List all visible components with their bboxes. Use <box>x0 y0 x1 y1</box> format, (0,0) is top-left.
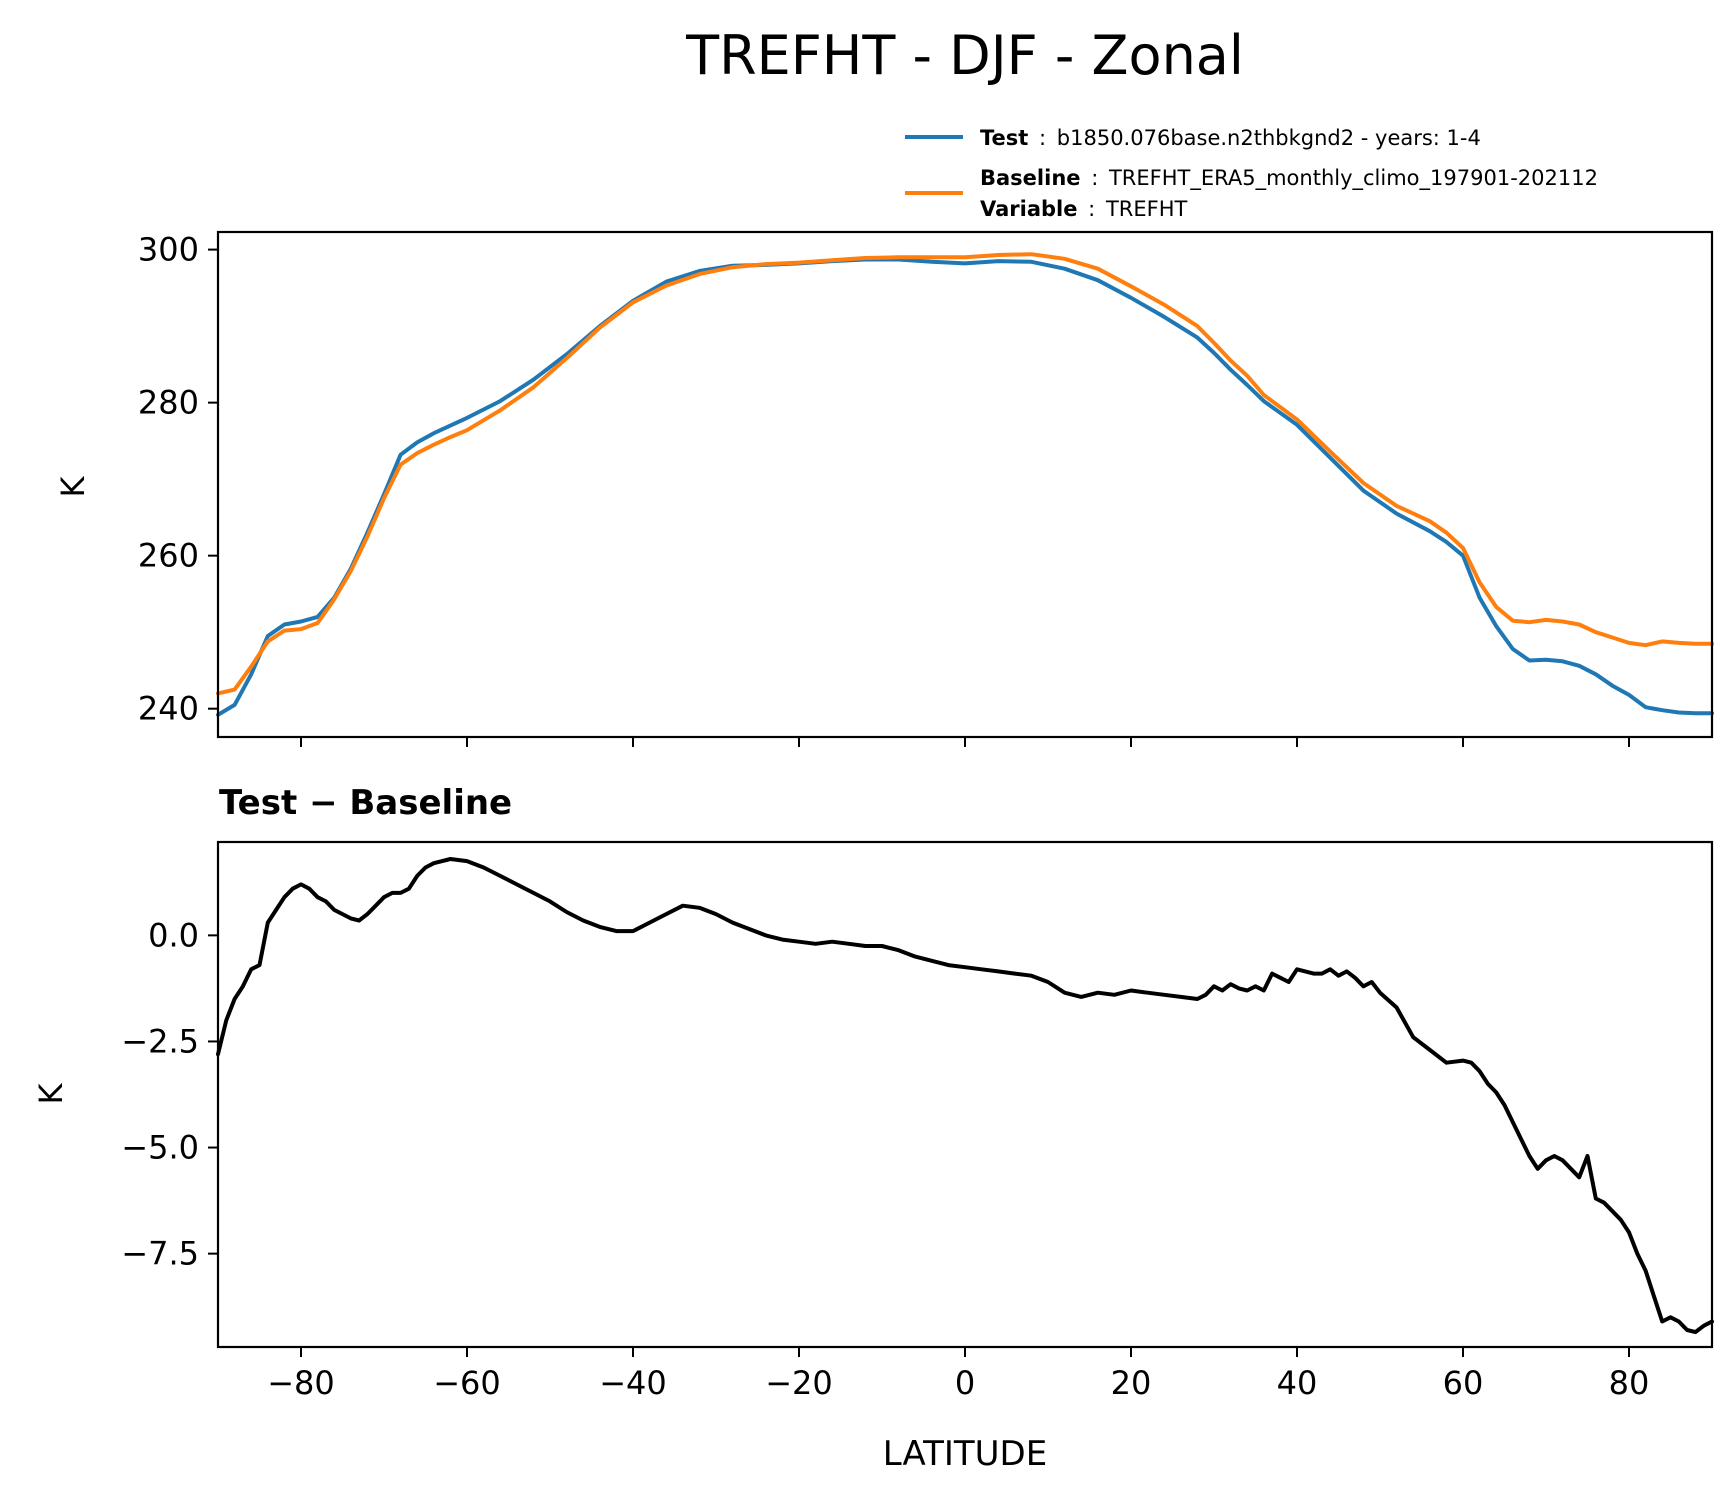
y-tick-label: 260 <box>138 537 199 575</box>
y-tick-label: 0.0 <box>148 916 199 954</box>
x-axis-label: LATITUDE <box>883 1434 1047 1474</box>
legend-key-test: Test <box>980 126 1028 150</box>
legend-text-variable: TREFHT <box>1105 197 1188 221</box>
legend-text-baseline: TREFHT_ERA5_monthly_climo_197901-202112 <box>1108 166 1598 191</box>
y-tick-label: 240 <box>138 690 199 728</box>
x-tick-label: −40 <box>599 1364 667 1402</box>
legend-sep-baseline: : <box>1091 166 1098 190</box>
legend-entry-baseline: Baseline : TREFHT_ERA5_monthly_climo_197… <box>980 166 1598 191</box>
y-tick-label: −7.5 <box>121 1235 199 1273</box>
x-tick-label: 80 <box>1609 1364 1650 1402</box>
y-tick-label: 280 <box>138 384 199 422</box>
y-tick-label: −2.5 <box>121 1022 199 1060</box>
bottom-axis-ticks: −80 −60 −40 −20 0 20 40 60 80 0.0 −2.5 −5.0 −7.5 <box>121 916 1649 1402</box>
series-line-test <box>216 257 1714 717</box>
legend: Test : b1850.076base.n2thbkgnd2 - years:… <box>905 126 1598 221</box>
bottom-ylabel: K <box>32 1082 70 1104</box>
bottom-title: Test − Baseline <box>219 783 512 823</box>
top-plot-area <box>216 252 1714 717</box>
x-tick-label: 40 <box>1277 1364 1318 1402</box>
x-tick-label: 20 <box>1111 1364 1152 1402</box>
x-tick-label: 0 <box>955 1364 975 1402</box>
y-tick-label: −5.0 <box>121 1129 199 1167</box>
top-axis-ticks: 240 260 280 300 <box>138 231 1630 747</box>
legend-sep-variable: : <box>1088 197 1095 221</box>
series-line-baseline <box>216 252 1714 696</box>
legend-key-baseline: Baseline <box>980 166 1081 190</box>
figure-title: TREFHT - DJF - Zonal <box>685 24 1244 87</box>
x-tick-label: −80 <box>267 1364 335 1402</box>
series-line-difference <box>216 857 1714 1335</box>
legend-sep-test: : <box>1039 126 1046 150</box>
legend-key-variable: Variable <box>980 197 1077 221</box>
bottom-axes-frame <box>216 840 1714 1349</box>
x-tick-label: −20 <box>765 1364 833 1402</box>
legend-text-test: b1850.076base.n2thbkgnd2 - years: 1-4 <box>1057 126 1481 150</box>
panel-top: 240 260 280 300 K <box>54 230 1714 747</box>
top-ylabel: K <box>54 475 92 497</box>
panel-bottom: Test − Baseline −80 −60 −40 −20 0 20 40 60 80 0.0… <box>32 783 1714 1474</box>
legend-entry-variable: Variable : TREFHT <box>980 197 1187 221</box>
y-tick-label: 300 <box>138 231 199 269</box>
x-tick-label: 60 <box>1443 1364 1484 1402</box>
legend-entry-test: Test : b1850.076base.n2thbkgnd2 - years:… <box>980 126 1481 150</box>
bottom-plot-area <box>216 857 1714 1335</box>
top-axes-frame <box>216 230 1714 739</box>
x-tick-label: −60 <box>433 1364 501 1402</box>
